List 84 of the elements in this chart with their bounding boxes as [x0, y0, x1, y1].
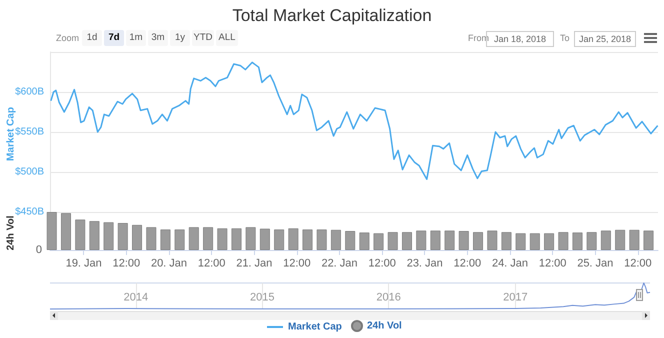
bar [217, 228, 228, 250]
y-tick-label: $550B [15, 126, 44, 138]
x-tick-label: 22. Jan [321, 258, 358, 270]
bar [274, 229, 284, 250]
x-tick-label: 12:00 [198, 258, 226, 270]
legend-label: Market Cap [288, 322, 342, 332]
x-tick-label: 12:00 [112, 258, 140, 270]
text: 3m [148, 30, 168, 46]
x-tick-label: 2017 [503, 292, 528, 304]
bar [374, 233, 384, 250]
bar [118, 223, 128, 250]
bar [600, 230, 611, 250]
x-tick-label: 21. Jan [236, 258, 272, 270]
bar [544, 233, 554, 250]
text: Jan 18, 2018 [494, 34, 546, 44]
bar [530, 233, 540, 250]
bar [388, 232, 398, 250]
bar [188, 227, 199, 250]
text: 1m [126, 30, 146, 46]
x-tick-label: 20. Jan [150, 258, 188, 270]
bar [330, 230, 341, 250]
bar [203, 227, 214, 250]
bar [501, 232, 512, 250]
bar [246, 227, 256, 250]
x-tick-label: 12:00 [283, 258, 311, 270]
x-tick-label: 12:00 [624, 258, 652, 270]
bar [60, 213, 71, 250]
text: From [468, 32, 489, 45]
y-axis-title: Market Cap [6, 107, 16, 161]
bar [359, 232, 370, 250]
x-tick-label: 12:00 [368, 258, 396, 270]
bar [586, 232, 597, 250]
bar [615, 230, 626, 250]
bar [487, 230, 498, 250]
bar [558, 232, 568, 250]
text: 1d [82, 30, 102, 46]
bar [458, 231, 469, 250]
y-tick-label: $500B [15, 166, 44, 178]
bar [174, 229, 185, 250]
x-tick-label: 12:00 [454, 258, 482, 270]
bar [345, 231, 356, 250]
bar [416, 230, 426, 250]
text: ALL [216, 30, 238, 46]
y-tick-label: $450B [15, 206, 44, 218]
text: 1y [170, 30, 190, 46]
x-tick-label: 2015 [250, 292, 274, 304]
x-tick-label: 25. Jan [577, 258, 614, 270]
x-tick-label: 24. Jan [492, 258, 528, 270]
text: Jan 25, 2018 [574, 31, 636, 47]
text: 7d [104, 30, 124, 46]
bar [473, 232, 484, 250]
bar [132, 224, 142, 250]
bar [231, 228, 242, 250]
legend-label: 24h Vol [367, 320, 402, 332]
bar [104, 222, 114, 250]
y-tick-label: $600B [15, 86, 44, 98]
bar [288, 228, 298, 250]
bar [160, 229, 170, 250]
y-axis-title: 24h Vol [6, 215, 16, 250]
text: Zoom [56, 32, 80, 45]
bar [644, 230, 654, 250]
bar [572, 232, 582, 250]
bar [402, 232, 412, 250]
x-tick-label: 2014 [124, 292, 148, 304]
chart-title: Total Market Capitalization [232, 6, 432, 25]
bar [302, 229, 313, 250]
text: YTD [192, 30, 214, 46]
x-tick-label: 19. Jan [66, 258, 102, 270]
bar [629, 230, 640, 250]
bar [444, 230, 455, 250]
line-series [50, 62, 658, 180]
bar [516, 233, 526, 250]
text: To [560, 32, 570, 45]
bar [89, 221, 100, 250]
x-tick-label: 2016 [376, 292, 401, 304]
bar [260, 228, 270, 250]
bar [75, 220, 86, 250]
x-tick-label: 23. Jan [406, 258, 443, 270]
bar [316, 229, 327, 250]
x-tick-label: 12:00 [538, 258, 566, 270]
bar [430, 230, 440, 250]
bar [146, 227, 156, 250]
text: 0 [36, 244, 42, 256]
bar [46, 212, 57, 250]
